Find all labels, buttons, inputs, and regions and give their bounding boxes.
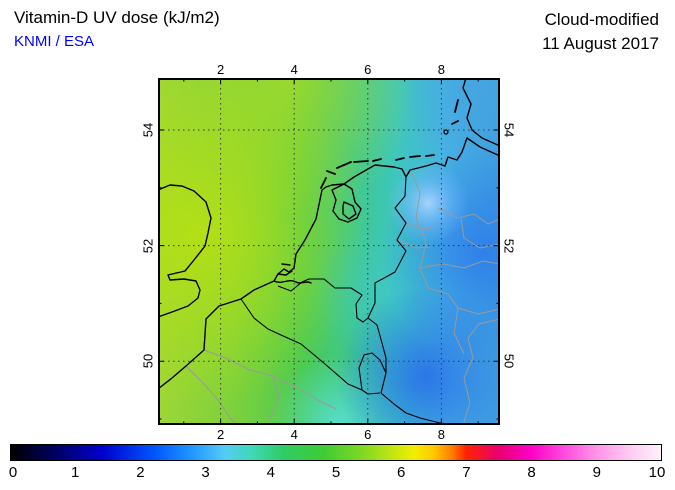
source-credit: KNMI / ESA <box>14 33 95 50</box>
lat-tick-left-54: 54 <box>140 122 156 138</box>
mode-label: Cloud-modified <box>544 10 659 29</box>
map-frame <box>158 78 500 425</box>
uk-coast <box>158 184 212 318</box>
colorbar-tick-10: 10 <box>648 464 666 481</box>
wadden-islands <box>320 99 459 189</box>
map-canvas <box>158 78 500 425</box>
admin-borders <box>185 169 500 425</box>
delta-channels <box>277 263 293 276</box>
lon-tick-top-4: 4 <box>290 62 298 77</box>
date-label: 11 August 2017 <box>542 34 659 53</box>
luxembourg-border <box>358 352 387 395</box>
colorbar-tick-5: 5 <box>331 464 341 481</box>
colorbar-tick-1: 1 <box>71 464 80 481</box>
coastline <box>158 78 500 390</box>
scheldt-estuary <box>273 280 312 284</box>
lon-tick-bottom-8: 8 <box>437 427 446 442</box>
colorbar-tick-6: 6 <box>397 464 406 481</box>
continental-coast <box>158 137 500 390</box>
border-de-nl <box>367 176 407 319</box>
border-be-fr <box>240 298 363 391</box>
border-fr-de <box>380 392 450 425</box>
lat-tick-left-50: 50 <box>140 353 156 369</box>
lat-tick-right-54: 54 <box>501 122 517 138</box>
subtitle-block: Cloud-modified 11 August 2017 <box>542 8 659 56</box>
colorbar-tick-4: 4 <box>266 464 275 481</box>
page-title: Vitamin-D UV dose (kJ/m2) <box>14 8 220 27</box>
lat-tick-right-50: 50 <box>501 353 517 369</box>
grid-lines <box>158 78 500 425</box>
island <box>443 129 449 135</box>
colorbar-tick-3: 3 <box>201 464 210 481</box>
country-borders <box>240 176 450 425</box>
colorbar-tick-9: 9 <box>592 464 601 481</box>
lon-tick-bottom-4: 4 <box>290 427 298 442</box>
elbe-north-coast <box>462 78 500 147</box>
lon-tick-top-8: 8 <box>437 62 446 77</box>
lon-tick-top-2: 2 <box>216 62 225 77</box>
colorbar-gradient <box>10 444 662 461</box>
lon-tick-bottom-2: 2 <box>216 427 225 442</box>
colorbar-tick-0: 0 <box>8 464 18 481</box>
colorbar-tick-8: 8 <box>527 464 536 481</box>
lat-tick-right-52: 52 <box>501 238 517 254</box>
colorbar-tick-2: 2 <box>136 464 145 481</box>
ijsselmeer <box>331 183 362 223</box>
flevoland <box>342 201 357 220</box>
border-be-nl <box>277 278 369 323</box>
colorbar-tick-7: 7 <box>462 464 471 481</box>
lon-tick-bottom-6: 6 <box>364 427 372 442</box>
lat-tick-left-52: 52 <box>140 238 156 254</box>
lon-tick-top-6: 6 <box>364 62 372 77</box>
border-be-de <box>367 317 387 394</box>
